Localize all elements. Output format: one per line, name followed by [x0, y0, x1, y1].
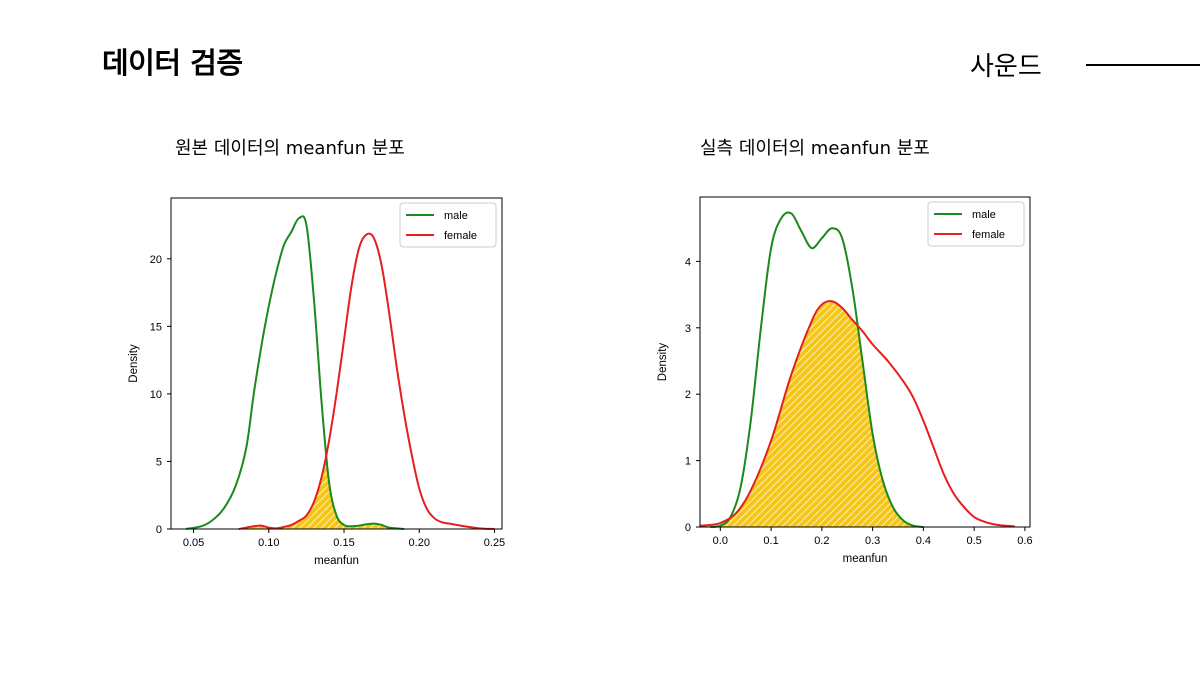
y-tick-label: 1 — [685, 456, 691, 468]
x-tick-label: 0.4 — [916, 535, 931, 547]
slide-title: 데이터 검증 — [102, 46, 243, 80]
x-tick-label: 0.6 — [1017, 535, 1032, 547]
legend-label-male: male — [972, 209, 996, 221]
series-line-female — [238, 232, 495, 530]
x-axis-label: meanfun — [314, 555, 359, 567]
series-line-male — [710, 211, 924, 528]
y-tick-label: 20 — [150, 254, 162, 266]
section-divider-line — [1086, 64, 1200, 66]
y-axis-label: Density — [128, 344, 140, 383]
legend-label-male: male — [444, 210, 468, 222]
overlap-area — [238, 456, 405, 529]
y-tick-label: 0 — [685, 522, 691, 534]
y-tick-label: 10 — [150, 389, 162, 401]
left-chart-caption: 원본 데이터의 meanfun 분포 — [175, 138, 405, 159]
x-tick-label: 0.5 — [967, 535, 982, 547]
series-line-male — [185, 215, 405, 530]
x-tick-label: 0.2 — [814, 535, 829, 547]
plot-frame — [699, 196, 1031, 528]
x-tick-label: 0.15 — [333, 537, 354, 549]
x-tick-label: 0.20 — [409, 537, 430, 549]
legend-label-female: female — [972, 229, 1005, 241]
y-tick-label: 0 — [156, 524, 162, 536]
x-tick-label: 0.1 — [763, 535, 778, 547]
y-tick-label: 5 — [156, 456, 162, 468]
plot-frame — [170, 197, 503, 530]
y-tick-label: 2 — [685, 389, 691, 401]
overlap-area — [710, 301, 924, 527]
y-tick-label: 3 — [685, 323, 691, 335]
y-tick-label: 4 — [685, 256, 691, 268]
section-label: 사운드 — [970, 52, 1042, 82]
right-chart-caption: 실측 데이터의 meanfun 분포 — [700, 138, 930, 159]
x-tick-label: 0.05 — [183, 537, 204, 549]
x-tick-label: 0.25 — [484, 537, 505, 549]
x-tick-label: 0.10 — [258, 537, 279, 549]
x-axis-label: meanfun — [843, 553, 888, 565]
x-tick-label: 0.0 — [713, 535, 728, 547]
series-line-female — [699, 300, 1015, 528]
y-axis-label: Density — [657, 343, 669, 382]
legend-label-female: female — [444, 230, 477, 242]
y-tick-label: 15 — [150, 321, 162, 333]
x-tick-label: 0.3 — [865, 535, 880, 547]
